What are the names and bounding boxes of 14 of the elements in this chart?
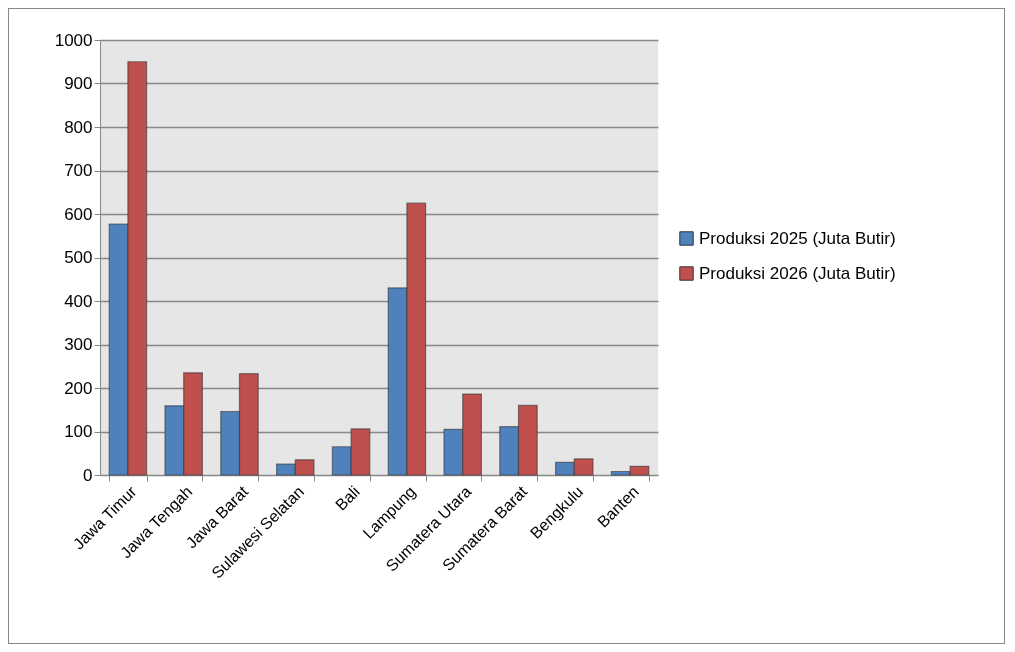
y-tick-label: 700 bbox=[64, 161, 93, 180]
y-tick-label: 300 bbox=[64, 335, 93, 354]
y-tick-label: 1000 bbox=[54, 30, 93, 50]
y-tick-label: 900 bbox=[64, 74, 93, 93]
legend-label: Produksi 2025 (Juta Butir) bbox=[699, 228, 896, 248]
y-tick-label: 100 bbox=[64, 422, 93, 441]
x-tick-label: Bali bbox=[332, 482, 363, 514]
y-tick-label: 200 bbox=[64, 378, 93, 398]
y-tick-label: 500 bbox=[64, 248, 93, 267]
y-tick-label: 600 bbox=[64, 204, 93, 224]
y-tick-label: 800 bbox=[64, 117, 93, 137]
y-tick-label: 400 bbox=[64, 291, 93, 311]
legend-label: Produksi 2026 (Juta Butir) bbox=[699, 263, 896, 283]
y-tick-label: 0 bbox=[83, 465, 93, 485]
